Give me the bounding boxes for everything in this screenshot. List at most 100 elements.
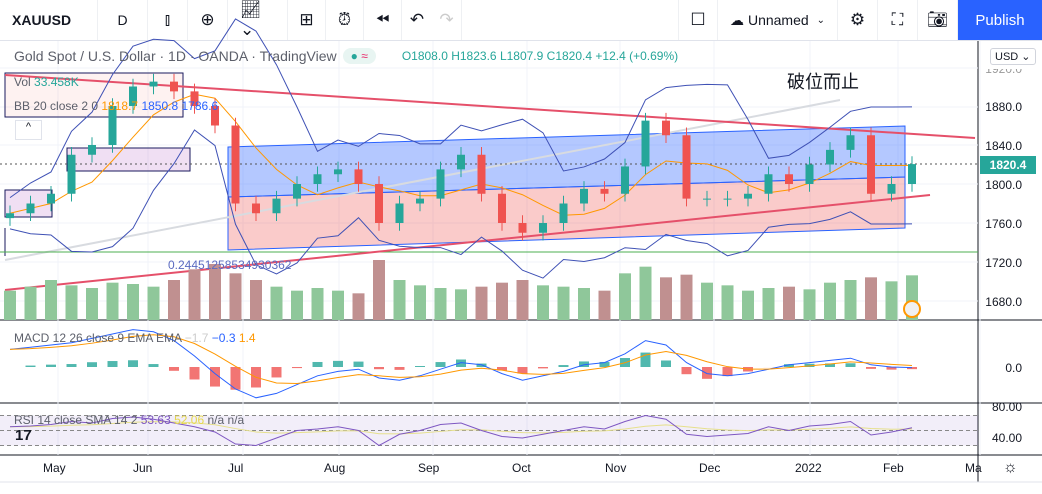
candle (477, 154, 486, 194)
candle (867, 135, 875, 194)
macd-histogram-bar (681, 367, 692, 375)
collapse-legend-button[interactable]: ^ (15, 120, 42, 140)
currency-dropdown[interactable]: USD ⌄ (990, 48, 1036, 65)
candle (826, 149, 834, 165)
candle (375, 184, 383, 223)
volume-bar (783, 286, 795, 320)
rsi-sma-line (9, 421, 913, 435)
volume-bar (414, 285, 426, 320)
volume-bar (147, 286, 160, 320)
fullscreen-icon[interactable]: ⛶ (878, 0, 918, 40)
candle (805, 164, 814, 184)
volume-bar (168, 280, 180, 320)
macd-histogram-bar (722, 367, 733, 377)
add-indicator-icon[interactable]: ⊕ (188, 0, 228, 40)
volume-bar (229, 273, 242, 320)
candle (887, 184, 896, 194)
bb-lower-line (9, 129, 913, 279)
candle (908, 164, 916, 184)
volume-bar (270, 286, 283, 320)
volume-bar (701, 282, 713, 320)
volume-bar (865, 277, 877, 320)
layout-name-dropdown[interactable]: ☁︎ Unnamed ⌄ (718, 0, 838, 40)
cloud-icon: ☁︎ (729, 11, 744, 28)
volume-bar (86, 288, 98, 320)
time-axis-label: Feb (883, 461, 904, 475)
macd-histogram-bar (845, 363, 856, 367)
macd-histogram-bar (435, 362, 446, 367)
fullscreen-toggle-icon[interactable]: ☐ (678, 0, 718, 40)
macd-histogram-bar (866, 367, 876, 369)
candle-style-icon[interactable]: ⫾ (148, 0, 188, 40)
macd-histogram-bar (599, 361, 610, 367)
market-status-badge: ● ≈ (342, 48, 376, 64)
volume-bar (639, 266, 652, 320)
volume-bar (762, 288, 775, 320)
settings-gear-icon[interactable]: ⚙︎ (838, 0, 878, 40)
bb-upper-line (9, 18, 913, 199)
candle (580, 188, 588, 204)
status-symbol: ≈ (361, 49, 368, 63)
undo-icon[interactable]: ↶ (409, 10, 425, 29)
candle (334, 169, 342, 175)
layout-grid-icon[interactable]: ⊞ (288, 0, 326, 40)
macd-histogram-bar (784, 364, 794, 367)
candle (764, 174, 773, 194)
macd-histogram-bar (210, 367, 220, 387)
candle (395, 203, 404, 223)
camera-icon[interactable]: 📷︎ (918, 0, 958, 40)
candle (108, 106, 117, 145)
replay-icon[interactable]: ⏪︎ (364, 0, 402, 40)
macd-histogram-bar (271, 367, 282, 378)
interval-button[interactable]: D (98, 0, 148, 40)
indicators-icon[interactable]: 📈︎ ⌄ (228, 0, 288, 40)
macd-histogram-bar (374, 367, 384, 370)
volume-bar (311, 288, 324, 320)
macd-histogram-bar (46, 364, 56, 367)
volume-bar (557, 286, 570, 320)
time-axis-label: Jun (133, 461, 153, 475)
macd-histogram-bar (169, 367, 179, 371)
macd-histogram-bar (579, 361, 589, 367)
macd-histogram-bar (640, 352, 651, 367)
symbol-search[interactable]: XAUUSD (0, 0, 98, 40)
time-axis-label: Nov (605, 461, 627, 475)
redo-icon[interactable]: ↷ (432, 0, 462, 40)
price-tick: 1720.0 (985, 256, 1022, 270)
support-trendline (4, 194, 931, 291)
price-tick: 1680.0 (985, 295, 1022, 309)
volume-bar (803, 289, 816, 320)
macd-histogram-bar (558, 365, 569, 367)
macd-histogram-bar (415, 366, 425, 367)
candle (559, 203, 568, 223)
alert-icon[interactable]: ⏰︎ (326, 0, 364, 40)
volume-bar (106, 282, 119, 320)
chinese-annotation[interactable]: 破位而止 (787, 72, 859, 93)
volume-bar (127, 284, 139, 320)
candle (641, 120, 650, 167)
fib-label: 0.24451258534930362 (168, 258, 292, 272)
volume-bar (393, 280, 406, 320)
candle (129, 86, 137, 106)
rsi-legend: RSI 14 close SMA 14 2 53.63 52.06 n/a n/… (14, 413, 245, 427)
price-tick: 1880.0 (985, 100, 1022, 114)
candle (621, 166, 629, 194)
macd-histogram-bar (87, 362, 97, 367)
candle (457, 154, 465, 170)
time-axis-label: May (43, 461, 66, 475)
macd-histogram-bar (517, 367, 528, 374)
volume-bar (209, 264, 221, 320)
macd-histogram-bar (394, 367, 405, 370)
macd-histogram-bar (128, 360, 138, 367)
macd-histogram-bar (230, 367, 241, 390)
volume-bar (680, 274, 693, 320)
publish-button[interactable]: Publish (958, 0, 1042, 40)
axis-settings-icon[interactable]: ☼ (1003, 459, 1018, 476)
macd-histogram-bar (825, 363, 835, 367)
time-axis-label: Oct (512, 461, 531, 475)
volume-bar (516, 280, 529, 320)
candle (518, 223, 527, 233)
volume-bar (65, 285, 78, 320)
macd-histogram-bar (353, 361, 364, 367)
